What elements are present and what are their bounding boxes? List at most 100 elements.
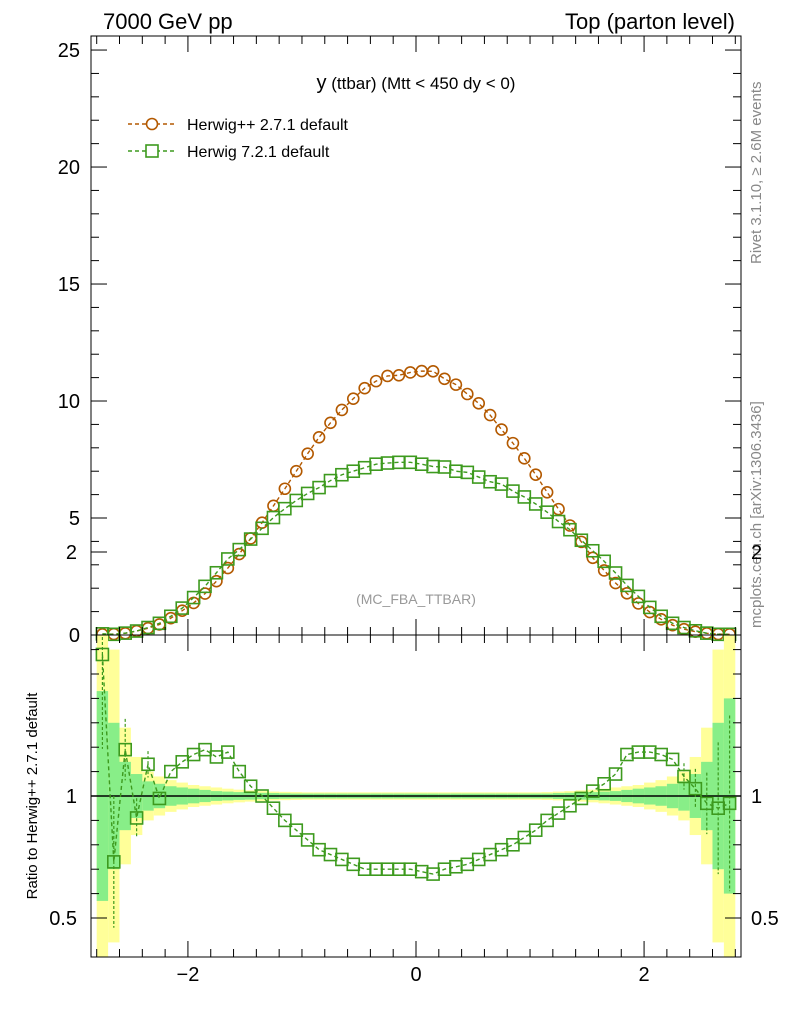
data-point-herwig7 [175, 601, 190, 615]
ratio-axes: 0.5 0.5 1 1 2 2 −2 0 2 [49, 542, 779, 986]
legend-label-herwigpp: Herwig++ 2.7.1 default [187, 117, 349, 134]
data-point-herwig7 [300, 486, 315, 501]
data-point-herwig7 [642, 600, 657, 615]
y-tick-label: 20 [58, 157, 80, 179]
ratio-data-point [677, 769, 691, 784]
data-point-herwigpp [506, 436, 520, 450]
ratio-data-marks [91, 635, 741, 957]
ratio-y-tick-label-left: 1 [66, 786, 77, 808]
data-point-herwigpp [301, 447, 314, 460]
main-title: y (ttbar) (Mtt < 450 dy < 0) [317, 72, 516, 94]
ratio-data-point [232, 764, 247, 779]
data-point-herwigpp [289, 464, 303, 478]
data-point-herwig7 [289, 493, 304, 508]
main-data-marks [95, 364, 737, 642]
ratio-ylabel: Ratio to Herwig++ 2.7.1 default [24, 692, 41, 900]
data-point-herwig7 [164, 609, 178, 624]
ratio-y-tick-label-right: 2 [751, 542, 762, 564]
legend-entry-herwig7: Herwig 7.2.1 default [128, 144, 330, 161]
data-point-herwigpp [278, 482, 292, 496]
data-point-herwigpp [438, 372, 451, 386]
data-point-herwig7 [631, 589, 646, 604]
data-point-herwig7 [312, 480, 326, 495]
data-point-herwigpp [472, 397, 486, 410]
data-point-herwig7 [517, 490, 532, 504]
ratio-data-point [221, 745, 235, 759]
data-point-herwigpp [312, 430, 326, 444]
data-point-herwig7 [221, 552, 235, 566]
ratio-data-point [563, 798, 577, 813]
x-tick-label: 0 [410, 964, 421, 986]
header-left: 7000 GeV pp [103, 9, 233, 34]
ratio-data-point [312, 842, 326, 857]
main-title-symbol: y [317, 72, 327, 94]
data-point-herwigpp [392, 368, 406, 382]
ratio-y-tick-label-left: 2 [66, 542, 77, 564]
data-point-herwig7 [608, 566, 623, 580]
data-point-herwig7 [585, 543, 600, 558]
ratio-data-point [141, 757, 155, 772]
ratio-data-point [209, 750, 224, 764]
data-point-herwig7 [357, 460, 372, 475]
ratio-data-point [551, 806, 566, 820]
data-point-herwig7 [551, 514, 566, 529]
data-point-herwigpp [369, 374, 383, 388]
ratio-data-point [528, 823, 543, 837]
ratio-data-point [597, 776, 611, 791]
data-point-herwig7 [266, 510, 281, 525]
data-point-herwig7 [494, 477, 509, 491]
ratio-data-point [289, 823, 304, 837]
data-point-herwigpp [495, 423, 508, 436]
ratio-data-point [506, 837, 520, 852]
data-point-herwig7 [506, 484, 520, 498]
ratio-data-point [540, 813, 554, 828]
data-point-herwig7 [597, 554, 611, 569]
data-point-herwigpp [529, 468, 543, 482]
data-point-herwig7 [460, 465, 475, 480]
y-tick-label: 25 [58, 40, 80, 62]
data-point-herwigpp [232, 547, 246, 561]
rivet-version-label: Rivet 3.1.10, ≥ 2.6M events [748, 82, 765, 265]
data-point-herwig7 [209, 565, 224, 580]
mcplots-label: mcplots.cern.ch [arXiv:1306.3436] [748, 401, 765, 628]
data-point-herwig7 [278, 501, 292, 516]
data-point-herwig7 [198, 579, 212, 594]
y-tick-label: 5 [69, 508, 80, 530]
ratio-data-point [654, 747, 668, 762]
ratio-data-point [198, 742, 212, 757]
data-point-herwig7 [540, 505, 554, 519]
x-tick-label: 2 [639, 964, 650, 986]
y-tick-label: 10 [58, 391, 80, 413]
ratio-data-point [608, 767, 623, 781]
ratio-data-point [722, 796, 737, 811]
ratio-data-point [449, 859, 463, 874]
ratio-data-point [278, 813, 292, 828]
legend-marker-square [145, 144, 159, 158]
ratio-data-point [186, 747, 201, 762]
main-title-rest: (ttbar) (Mtt < 450 dy < 0) [331, 74, 515, 93]
data-point-herwigpp [552, 502, 565, 516]
ratio-data-point [175, 755, 190, 769]
data-point-herwig7 [346, 464, 361, 479]
data-point-herwig7 [232, 542, 247, 557]
ratio-data-point [574, 791, 589, 806]
ratio-data-point [620, 747, 634, 762]
main-axes: 0 5 10 15 20 25 [58, 36, 741, 647]
ratio-data-point [129, 811, 144, 825]
data-point-herwigpp [335, 403, 349, 417]
data-point-herwig7 [243, 532, 258, 546]
ratio-data-point [517, 830, 532, 845]
legend: Herwig++ 2.7.1 default Herwig 7.2.1 defa… [128, 117, 349, 161]
x-tick-label: −2 [177, 964, 200, 986]
ratio-data-point [300, 833, 315, 847]
data-point-herwigpp [358, 381, 371, 395]
data-point-herwigpp [461, 387, 474, 401]
data-point-herwig7 [255, 521, 269, 536]
ratio-series-line [101, 654, 730, 875]
data-point-herwigpp [346, 392, 360, 405]
data-point-herwig7 [186, 590, 201, 605]
ratio-data-point [164, 764, 178, 779]
legend-label-herwig7: Herwig 7.2.1 default [187, 144, 330, 161]
ratio-data-point [346, 857, 361, 872]
